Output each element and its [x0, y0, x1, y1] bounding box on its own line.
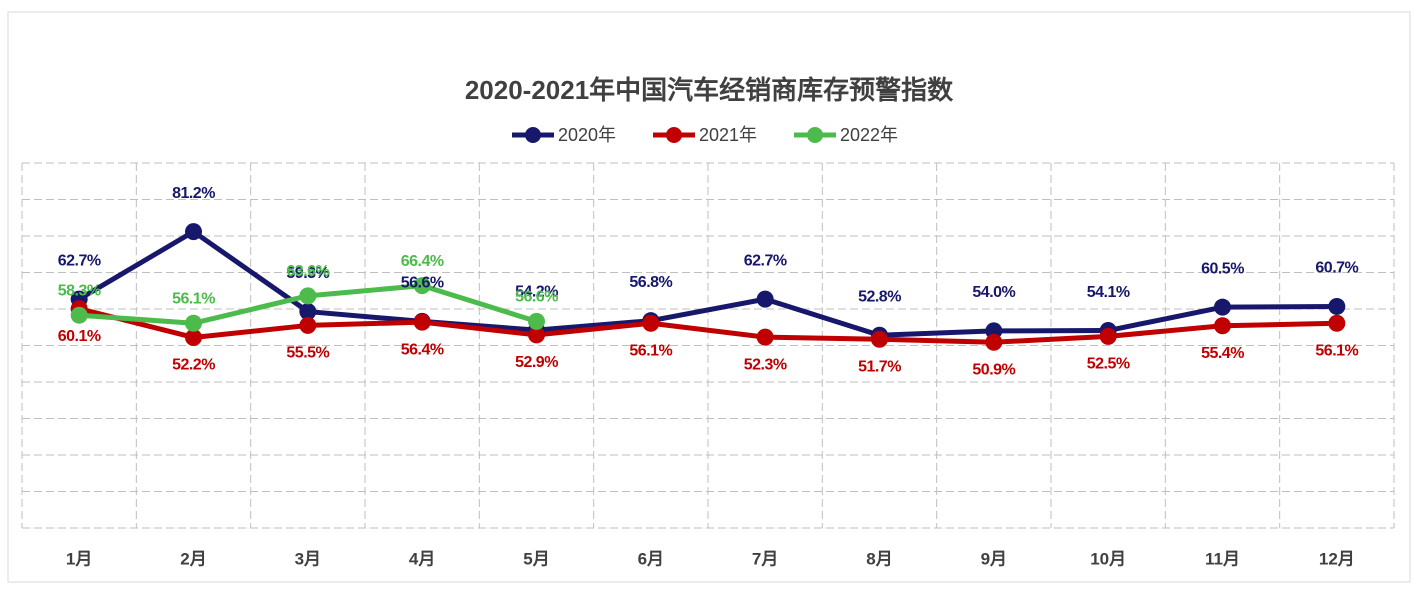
x-tick-label: 9月 [981, 549, 1007, 568]
legend-label: 2021年 [699, 125, 757, 145]
x-tick-label: 12月 [1319, 549, 1355, 568]
x-tick-label: 4月 [409, 549, 435, 568]
data-label: 50.9% [972, 361, 1015, 378]
point [413, 277, 431, 295]
point [756, 290, 774, 308]
data-label: 52.5% [1087, 356, 1130, 373]
point [528, 312, 545, 330]
chart-border [7, 11, 1411, 583]
data-label: 58.3% [58, 282, 101, 299]
data-label: 52.9% [515, 354, 558, 371]
data-label: 54.1% [1087, 284, 1130, 301]
point [299, 316, 317, 334]
data-label: 52.8% [858, 288, 901, 305]
point [185, 223, 202, 241]
point [185, 314, 202, 332]
data-label: 52.2% [172, 357, 215, 374]
point [1328, 314, 1346, 332]
legend-label: 2022年 [840, 125, 898, 145]
data-label: 56.1% [1315, 342, 1358, 359]
point [299, 303, 317, 321]
data-label: 81.2% [172, 185, 215, 202]
legend-marker [525, 127, 541, 143]
x-tick-label: 6月 [638, 549, 664, 568]
data-label: 56.1% [172, 290, 215, 307]
point [985, 333, 1003, 351]
data-label: 54.0% [972, 284, 1015, 301]
point [642, 314, 660, 332]
x-tick-label: 10月 [1090, 549, 1126, 568]
legend-marker [666, 127, 682, 143]
point [1214, 317, 1231, 335]
point [413, 313, 431, 331]
data-label: 63.6% [286, 263, 329, 280]
x-tick-label: 7月 [752, 549, 778, 568]
data-label: 60.5% [1201, 260, 1244, 277]
point [185, 328, 202, 346]
data-label: 60.7% [1315, 260, 1358, 277]
x-tick-label: 3月 [295, 549, 321, 568]
point [756, 328, 774, 346]
data-label: 55.5% [286, 345, 329, 362]
data-label: 56.1% [629, 342, 672, 359]
data-label: 56.4% [401, 341, 444, 358]
x-tick-label: 8月 [866, 549, 892, 568]
data-label: 60.1% [58, 328, 101, 345]
data-label: 66.4% [401, 253, 444, 270]
data-label: 56.6% [401, 275, 444, 292]
point [70, 306, 88, 324]
x-tick-label: 1月 [66, 549, 92, 568]
x-tick-label: 2月 [180, 549, 206, 568]
data-label: 52.3% [744, 356, 787, 373]
data-label: 55.4% [1201, 345, 1244, 362]
data-label: 54.2% [515, 283, 558, 300]
point [1099, 327, 1117, 345]
point [299, 287, 317, 305]
x-tick-label: 11月 [1205, 549, 1240, 568]
data-label: 56.8% [629, 274, 672, 291]
data-label: 62.7% [744, 252, 787, 269]
data-label: 56.6% [515, 289, 558, 306]
point [528, 326, 545, 344]
point [1214, 298, 1231, 316]
chart-title: 2020-2021年中国汽车经销商库存预警指数 [465, 75, 954, 105]
series-line [78, 306, 1337, 345]
legend-label: 2020年 [558, 125, 616, 145]
point [871, 330, 888, 348]
data-label: 59.3% [286, 265, 329, 282]
x-tick-label: 5月 [523, 549, 549, 568]
data-label: 51.7% [858, 359, 901, 376]
point [1328, 297, 1346, 315]
data-label: 62.7% [58, 252, 101, 269]
legend-marker [807, 127, 823, 143]
